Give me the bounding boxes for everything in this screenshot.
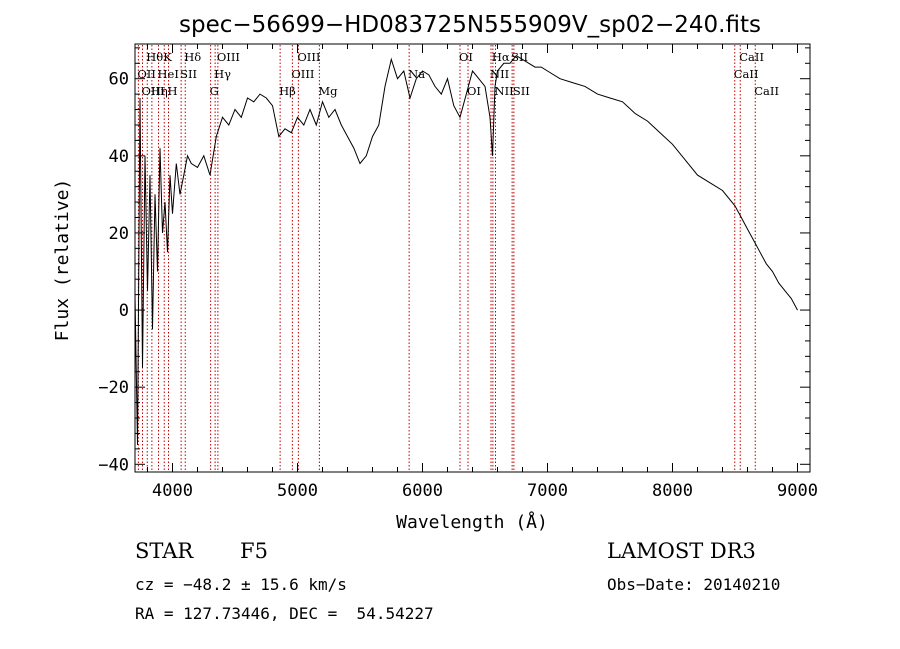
y-tick-label: 20 [109,224,129,244]
spectral-line-label: K [163,50,172,64]
spectral-line-label: OI [467,84,481,98]
redshift-text: cz = −48.2 ± 15.6 km/s [135,575,347,594]
x-tick-label: 8000 [652,481,693,501]
spectral-line-label: CaII [734,67,759,81]
spectral-line-label: CaII [739,50,764,64]
spectral-line-label: OIII [291,67,314,81]
plot-frame [134,43,811,473]
spectral-line-label: OIII [217,50,240,64]
chart-title: spec−56699−HD083725N555909V_sp02−240.fit… [179,12,761,38]
x-tick-label: 6000 [402,481,443,501]
spectral-line-label: Hβ [279,84,296,98]
y-tick-label: 60 [109,70,129,90]
survey-name: LAMOST DR3 [607,539,756,563]
spectral-line-label: Mg [318,84,338,98]
spectrum-line [134,54,798,446]
spectral-line-label: SII [513,84,530,98]
spectral-line-label: CaII [754,84,779,98]
spectral-line-label: Hγ [214,67,231,81]
spectral-line-label: H [168,84,178,98]
spectral-line-label: Hη [151,84,168,98]
spectral-line-label: Na [408,67,425,81]
spectral-line-label: Hθ [146,50,163,64]
spectral-subclass: F5 [240,539,268,563]
spectral-line-label: SII [180,67,197,81]
spectral-line-markers [137,45,756,471]
y-axis-label: Flux (relative) [52,179,73,342]
obs-date-text: Obs−Date: 20140210 [607,575,780,594]
y-tick-label: 40 [109,147,129,167]
x-tick-label: 5000 [277,481,318,501]
coordinates-text: RA = 127.73446, DEC = 54.54227 [135,604,434,623]
y-tick-label: 0 [119,301,129,321]
spectral-line-label: OIII [297,50,320,64]
spectral-line-label: NII [495,84,514,98]
y-tick-label: −40 [98,455,129,475]
spectral-line-label: NII [490,67,509,81]
spectral-line-label: HeI [158,67,179,81]
spectral-line-label: OI [459,50,473,64]
spectral-line-label: G [210,84,219,98]
spectral-line-label: Hδ [184,50,201,64]
x-axis: 4000 5000 6000 7000 8000 9000 [147,44,818,501]
y-tick-label: −20 [98,378,129,398]
x-axis-label: Wavelength (Å) [396,511,548,533]
spectral-line-label: OIII [142,84,165,98]
spectral-line-label: Hα [492,50,510,64]
y-axis: −40 −20 0 20 40 60 [98,47,810,475]
spectral-line-label: SII [511,50,528,64]
x-tick-label: 9000 [777,481,818,501]
spectral-line-label: OII [137,67,156,81]
x-tick-label: 4000 [152,481,193,501]
object-class: STAR [135,539,194,563]
x-tick-label: 7000 [527,481,568,501]
